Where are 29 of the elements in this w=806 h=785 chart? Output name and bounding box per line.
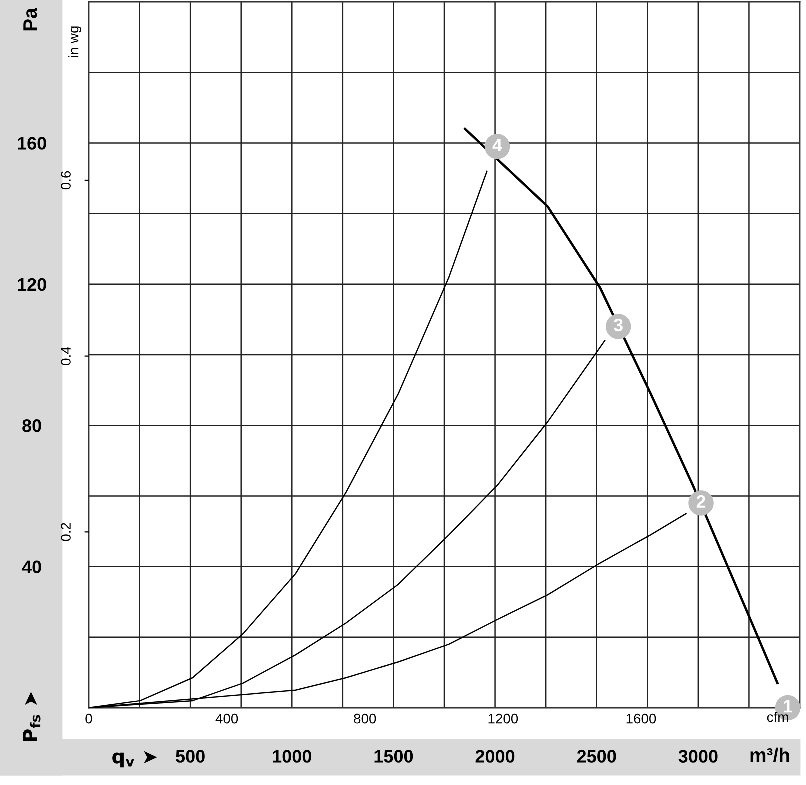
x-tick-label: 3000 — [678, 750, 718, 763]
text: Pa — [24, 8, 38, 31]
x2-tick-label: 800 — [354, 714, 376, 724]
x-tick-label: 1500 — [374, 750, 414, 763]
y-axis-title: P$_{fs}$ ➤ — [23, 692, 41, 742]
x-tick-label: 2000 — [476, 750, 515, 763]
annotation: 1 — [784, 700, 793, 713]
annotation: 2 — [696, 495, 706, 508]
y-tick-label: 40 — [22, 560, 42, 574]
x2-axis-title: cfm — [767, 712, 788, 722]
x2-tick-label: 400 — [216, 714, 238, 724]
x2-tick-label: 1600 — [626, 714, 656, 724]
y-tick-label: 120 — [18, 278, 46, 292]
x-axis-title: q$_{v}$ ➤ — [112, 751, 158, 768]
annotation: 4 — [492, 138, 502, 152]
y2-axis-title: in wg — [68, 26, 82, 58]
y2-tick-label: 0.6 — [61, 171, 71, 190]
y-tick-label: 80 — [22, 420, 42, 432]
y-tick-label: 160 — [18, 137, 46, 150]
annotation: 3 — [614, 318, 623, 332]
text: m³/h — [750, 748, 790, 762]
line-series — [464, 128, 779, 684]
y2-tick-label: 0.2 — [61, 523, 71, 542]
x-tick-label: 1000 — [273, 750, 312, 763]
x-tick-label: 500 — [176, 750, 205, 763]
y2-tick-label: 0.4 — [61, 347, 71, 366]
x2-tick-label: 0 — [86, 714, 92, 724]
x2-tick-label: 1200 — [488, 714, 518, 724]
x-tick-label: 2500 — [577, 750, 616, 763]
